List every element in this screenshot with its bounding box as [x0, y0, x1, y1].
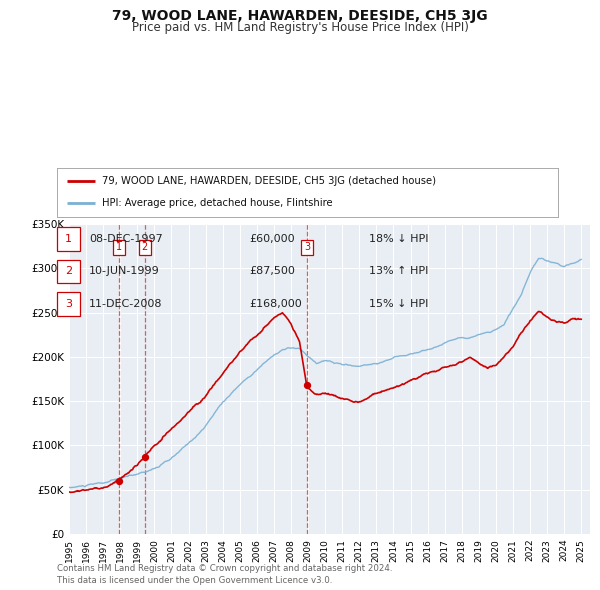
- Text: 2: 2: [65, 267, 72, 276]
- Text: £60,000: £60,000: [249, 234, 295, 244]
- Text: 79, WOOD LANE, HAWARDEN, DEESIDE, CH5 3JG: 79, WOOD LANE, HAWARDEN, DEESIDE, CH5 3J…: [112, 9, 488, 23]
- Text: 1: 1: [116, 242, 122, 253]
- Text: 2: 2: [142, 242, 148, 253]
- Text: 1: 1: [65, 234, 72, 244]
- Text: 3: 3: [304, 242, 310, 253]
- Text: 18% ↓ HPI: 18% ↓ HPI: [369, 234, 428, 244]
- Text: Price paid vs. HM Land Registry's House Price Index (HPI): Price paid vs. HM Land Registry's House …: [131, 21, 469, 34]
- Text: 10-JUN-1999: 10-JUN-1999: [89, 267, 160, 276]
- Text: 3: 3: [65, 299, 72, 309]
- Point: [115, 476, 124, 486]
- Text: 15% ↓ HPI: 15% ↓ HPI: [369, 299, 428, 309]
- Text: £168,000: £168,000: [249, 299, 302, 309]
- Text: 79, WOOD LANE, HAWARDEN, DEESIDE, CH5 3JG (detached house): 79, WOOD LANE, HAWARDEN, DEESIDE, CH5 3J…: [102, 176, 436, 186]
- Text: 08-DEC-1997: 08-DEC-1997: [89, 234, 163, 244]
- Point: [302, 381, 312, 390]
- Text: 13% ↑ HPI: 13% ↑ HPI: [369, 267, 428, 276]
- Point: [140, 452, 149, 461]
- Text: Contains HM Land Registry data © Crown copyright and database right 2024.
This d: Contains HM Land Registry data © Crown c…: [57, 565, 392, 585]
- Text: 11-DEC-2008: 11-DEC-2008: [89, 299, 162, 309]
- Text: £87,500: £87,500: [249, 267, 295, 276]
- Text: HPI: Average price, detached house, Flintshire: HPI: Average price, detached house, Flin…: [102, 198, 333, 208]
